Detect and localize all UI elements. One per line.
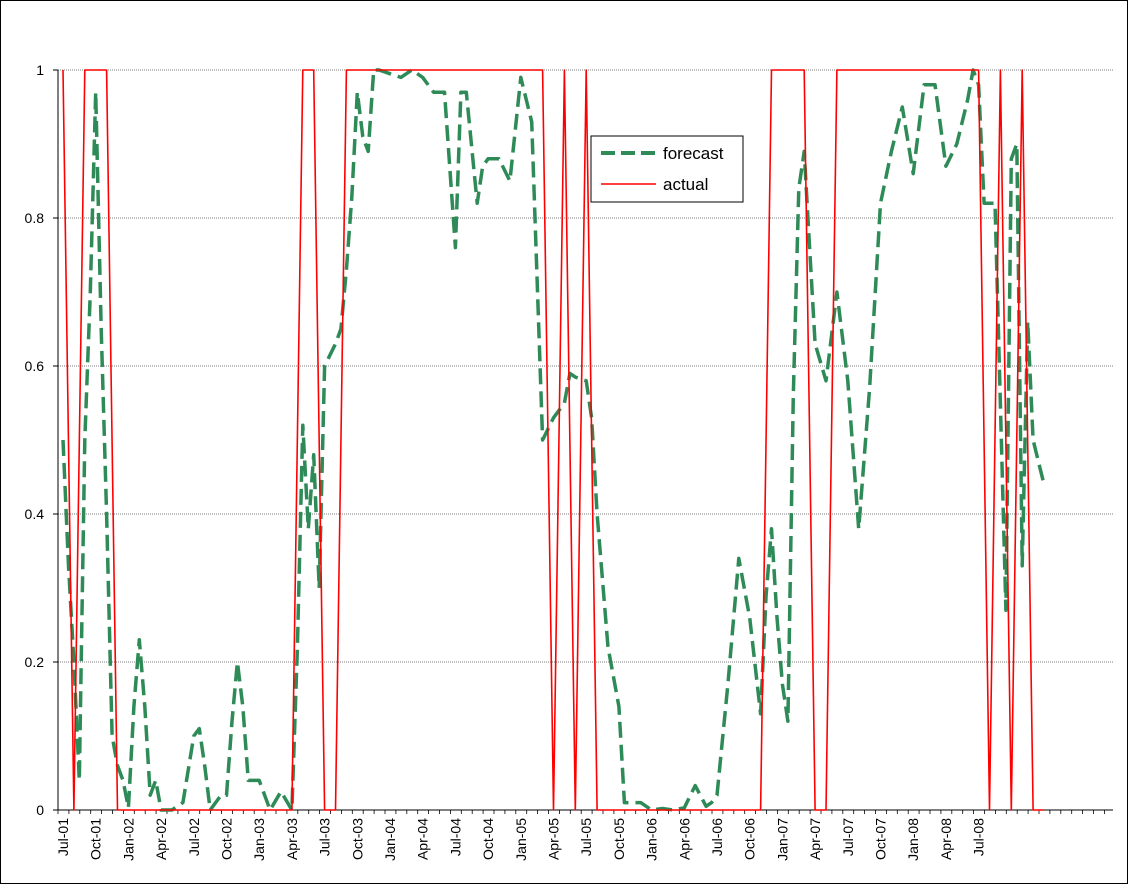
x-tick-label: Jul-04 [447, 818, 463, 856]
axis-layer: 0 0.2 0.4 0.6 0.8 1 Jul-01 Oct-01 Jan-02 Apr-02 Ju… [25, 62, 1113, 861]
x-tick-label: Oct-01 [88, 818, 104, 860]
x-tick-label: Jan-06 [644, 818, 660, 861]
x-tick-label: Oct-05 [611, 818, 627, 860]
legend: forecast actual [590, 135, 744, 203]
x-tick-label: Jan-07 [774, 818, 790, 861]
x-tick-label: Jul-03 [317, 818, 333, 856]
x-tick-label: Oct-06 [742, 818, 758, 860]
x-tick-label: Apr-03 [284, 818, 300, 860]
x-tick-label: Jan-04 [382, 818, 398, 861]
legend-box [590, 135, 744, 203]
y-tick-label: 0.6 [25, 358, 45, 374]
series-line-actual [62, 69, 1044, 811]
x-tick-label: Jul-06 [709, 818, 725, 856]
x-tick-label: Oct-02 [219, 818, 235, 860]
x-tick-label: Apr-02 [153, 818, 169, 860]
x-tick-label: Jul-02 [186, 818, 202, 856]
y-tick-label: 0.8 [25, 210, 45, 226]
y-tick-label: 1 [36, 62, 44, 78]
x-tick-label: Jul-08 [971, 818, 987, 856]
y-tick-label: 0.2 [25, 654, 45, 670]
x-tick-label: Jan-05 [513, 818, 529, 861]
x-tick-label: Jan-03 [251, 818, 267, 861]
x-tick-label: Apr-08 [938, 818, 954, 860]
x-tick-label: Jan-08 [905, 818, 921, 861]
x-tick-label: Jul-07 [840, 818, 856, 856]
x-tick-label: Apr-04 [415, 818, 431, 860]
x-tick-label: Oct-03 [349, 818, 365, 860]
x-tick-label: Oct-07 [873, 818, 889, 860]
x-tick-label: Jul-05 [578, 818, 594, 856]
series-line-forecast [61, 68, 1046, 812]
y-tick-label: 0 [36, 802, 44, 818]
legend-forecast-label: forecast [663, 144, 724, 163]
series-layer [61, 68, 1046, 812]
x-tick-label: Apr-05 [546, 818, 562, 860]
legend-actual-label: actual [663, 175, 708, 194]
x-tick-label: Oct-04 [480, 818, 496, 860]
y-tick-label: 0.4 [25, 506, 45, 522]
x-tick-label: Apr-07 [807, 818, 823, 860]
x-tick-label: Jul-01 [55, 818, 71, 856]
x-tick-label: Apr-06 [676, 818, 692, 860]
x-tick-label: Jan-02 [120, 818, 136, 861]
